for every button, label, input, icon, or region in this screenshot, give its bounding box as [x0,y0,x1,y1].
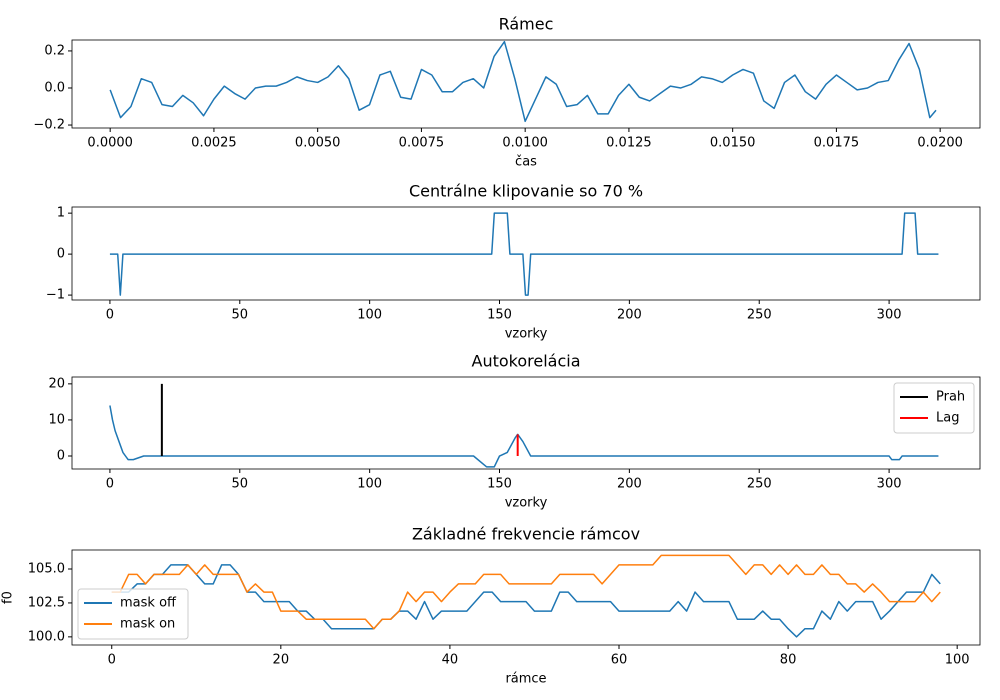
y-tick-label: 100.0 [28,629,65,644]
x-axis-label: čas [515,155,537,170]
y-tick-label: −1 [46,288,65,303]
x-tick-label: 0.0175 [814,136,860,151]
x-tick-label: 80 [780,653,797,668]
y-tick-label: 20 [48,376,65,391]
data-line [109,405,939,468]
x-axis-label: vzorky [505,496,548,511]
x-tick-label: 300 [877,308,902,323]
legend-label: mask on [120,617,175,632]
x-tick-label: 150 [487,308,512,323]
y-tick-label: 0.0 [44,80,65,95]
x-tick-label: 100 [945,653,970,668]
x-tick-label: 60 [611,653,628,668]
x-tick-label: 50 [232,308,249,323]
chart-title: Centrálne klipovanie so 70 % [409,182,643,201]
y-tick-label: 1 [57,206,65,221]
y-tick-label: 102.5 [28,595,65,610]
x-tick-label: 250 [747,477,772,492]
x-tick-label: 0.0000 [87,136,133,151]
x-tick-label: 100 [357,477,382,492]
x-tick-label: 0.0125 [606,136,652,151]
data-line [111,554,941,630]
axes-frame [71,206,981,301]
x-tick-label: 0.0050 [295,136,341,151]
y-tick-label: 10 [48,412,65,427]
x-tick-label: 0 [108,653,116,668]
x-tick-label: 300 [877,477,902,492]
x-tick-label: 200 [617,308,642,323]
x-tick-label: 0 [106,477,114,492]
axes-frame [71,39,981,129]
x-tick-label: 0 [106,308,114,323]
x-tick-label: 100 [357,308,382,323]
x-tick-label: 0.0150 [710,136,756,151]
x-tick-label: 40 [442,653,459,668]
x-axis-label: vzorky [505,327,548,342]
x-tick-label: 50 [232,477,249,492]
legend-label: mask off [120,596,177,611]
y-tick-label: 105.0 [28,562,65,577]
legend-box [893,382,975,434]
plot-area [72,550,980,645]
x-tick-label: 20 [273,653,290,668]
x-tick-label: 0.0075 [399,136,445,151]
plot-area [72,377,980,469]
y-tick-label: 0 [57,247,65,262]
chart-title: Základné frekvencie rámcov [412,525,640,544]
axes-frame [71,549,981,646]
plot-area [72,40,980,128]
chart-title: Autokorelácia [472,352,581,371]
data-line [111,564,941,638]
x-tick-label: 250 [747,308,772,323]
x-axis-label: rámce [505,672,546,687]
x-tick-label: 0.0100 [502,136,548,151]
legend-label: Lag [936,411,959,426]
axes-frame [71,376,981,470]
x-tick-label: 0.0200 [917,136,963,151]
y-tick-label: −0.2 [33,118,65,133]
x-tick-label: 200 [617,477,642,492]
x-tick-label: 0.0025 [191,136,237,151]
y-tick-label: 0.2 [44,43,65,58]
y-tick-label: 0 [57,449,65,464]
chart-title: Rámec [499,15,554,34]
legend-label: Prah [936,390,965,405]
y-axis-label: f0 [1,591,16,604]
x-tick-label: 150 [487,477,512,492]
data-line [109,212,939,296]
legend-box [77,588,189,640]
data-line [109,40,937,123]
